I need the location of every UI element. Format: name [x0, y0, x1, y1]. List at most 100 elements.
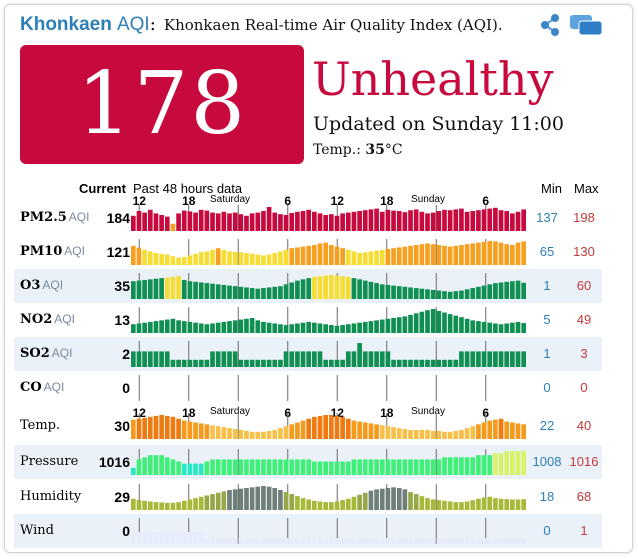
history-bar [413, 359, 419, 367]
history-bar [436, 290, 442, 299]
history-bar [481, 455, 487, 475]
history-bar [515, 211, 521, 231]
history-bar [368, 321, 374, 333]
share-icon[interactable] [538, 13, 562, 37]
history-bar [374, 208, 379, 231]
history-bar [289, 248, 295, 265]
history-bar [198, 496, 204, 510]
history-bar [481, 538, 487, 544]
history-chart[interactable] [131, 514, 527, 548]
history-bar [379, 284, 385, 299]
history-chart[interactable] [131, 235, 527, 269]
min-value: 137 [536, 210, 558, 225]
history-bar [447, 457, 453, 475]
history-bar [464, 289, 470, 299]
max-value: 130 [573, 244, 595, 259]
history-bar [204, 324, 210, 333]
history-bar [176, 461, 181, 475]
history-bar [187, 532, 193, 544]
history-bar [447, 538, 453, 544]
history-bar [210, 249, 215, 265]
history-bar [193, 212, 198, 231]
history-bar [210, 323, 215, 333]
history-bar [317, 501, 323, 510]
history-bar [266, 254, 272, 265]
history-bar [159, 215, 164, 231]
history-bar [215, 213, 221, 231]
history-bar [379, 211, 385, 231]
data-row-so2[interactable]: SO2 AQI 2 1 3 [14, 337, 602, 371]
history-chart[interactable] [131, 371, 527, 405]
data-row-no2[interactable]: NO2 AQI 13 5 49 [14, 303, 602, 337]
history-bar [136, 211, 142, 231]
data-row-humidity[interactable]: Humidity 29 18 68 [14, 480, 602, 514]
history-bar [385, 426, 391, 439]
current-value: 0 [122, 380, 130, 396]
history-bar [221, 351, 227, 367]
history-bar [413, 538, 419, 544]
history-bar [391, 359, 396, 367]
history-bar [402, 359, 408, 367]
history-bar [436, 245, 442, 265]
history-bar [464, 318, 470, 333]
history-bar [312, 276, 317, 299]
history-bar [215, 492, 221, 510]
current-value: 13 [114, 312, 130, 328]
history-bar [510, 499, 515, 510]
history-bar [351, 538, 357, 544]
history-chart[interactable] [131, 337, 527, 371]
data-row-wind[interactable]: Wind 0 0 1 [14, 514, 602, 548]
history-bar [295, 538, 300, 544]
history-bar [215, 284, 221, 299]
min-value: 1008 [532, 454, 562, 469]
history-chart[interactable] [131, 480, 527, 514]
history-chart[interactable] [131, 445, 527, 479]
history-bar [396, 286, 402, 299]
history-bar [504, 323, 510, 333]
history-chart[interactable] [131, 303, 527, 337]
history-bar [340, 325, 345, 333]
max-value: 198 [573, 210, 595, 225]
history-bar [345, 351, 351, 367]
chat-bubbles-icon[interactable] [569, 13, 603, 37]
history-bar [408, 210, 413, 231]
history-bar [193, 359, 198, 367]
history-bar [430, 289, 436, 299]
history-bar [425, 538, 430, 544]
history-bar [176, 276, 181, 299]
aqi-word[interactable]: AQI [116, 14, 150, 35]
data-row-pm10[interactable]: PM10 AQI 121 65 130 [14, 235, 602, 269]
history-bar [510, 538, 515, 544]
history-bar [210, 425, 215, 439]
history-bar [357, 322, 362, 333]
history-bar [498, 418, 504, 439]
history-bar [345, 461, 351, 475]
history-chart[interactable] [131, 409, 527, 443]
history-bar [142, 500, 147, 510]
max-value: 60 [576, 278, 592, 293]
data-row-pressure[interactable]: Pressure 1016 1008 1016 [14, 445, 602, 479]
history-bar [402, 459, 408, 475]
history-bar [385, 459, 391, 475]
data-row-pm25[interactable]: PM2.5 AQI 184 137 198 [14, 201, 602, 235]
history-bar [419, 211, 425, 231]
data-row-co[interactable]: CO AQI 0 0 0 [14, 371, 602, 405]
history-bar [362, 321, 368, 333]
history-bar [221, 249, 227, 265]
history-bar [379, 425, 385, 439]
history-bar [159, 415, 164, 439]
history-chart[interactable] [131, 269, 527, 303]
history-chart[interactable] [131, 201, 527, 235]
min-value: 18 [539, 489, 555, 504]
history-bar [487, 322, 493, 333]
history-bar [510, 322, 515, 333]
data-row-o3[interactable]: O3 AQI 35 1 60 [14, 269, 602, 303]
max-column-header: Max [574, 181, 599, 196]
history-bar [453, 538, 459, 544]
data-row-temp[interactable]: Temp. 30 22 40 [14, 409, 602, 443]
history-bar [323, 324, 328, 333]
history-bar [391, 248, 396, 265]
history-bar [379, 538, 385, 544]
city-name[interactable]: Khonkaen [20, 14, 112, 35]
history-bar [464, 211, 470, 231]
